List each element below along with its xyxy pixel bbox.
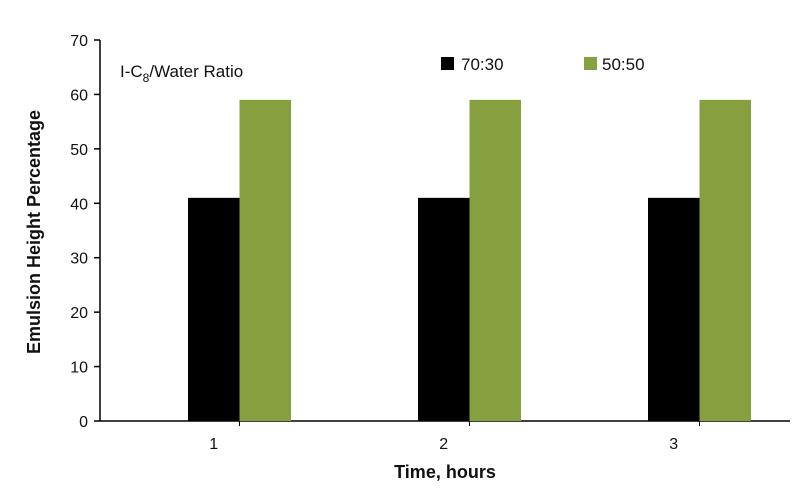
x-tick-label: 2 — [439, 436, 448, 453]
bar-70-30-3 — [648, 197, 700, 421]
legend-title: I-C8/Water Ratio — [120, 62, 243, 85]
bar-50-50-3 — [699, 99, 751, 421]
bar-70-30-2 — [418, 197, 470, 421]
legend-swatch-50-50 — [584, 57, 597, 70]
x-tick-label: 1 — [209, 436, 218, 453]
y-tick-label: 50 — [70, 142, 88, 159]
legend-swatch-70-30 — [441, 57, 454, 70]
x-axis-label: Time, hours — [394, 462, 496, 482]
y-tick-label: 60 — [70, 87, 88, 104]
x-tick-label: 3 — [669, 436, 678, 453]
legend-label-50-50: 50:50 — [602, 55, 645, 74]
legend-label-70-30: 70:30 — [461, 55, 504, 74]
y-tick-label: 10 — [70, 360, 88, 377]
y-tick-label: 20 — [70, 305, 88, 322]
y-tick-label: 70 — [70, 33, 88, 50]
y-axis-label: Emulsion Height Percentage — [24, 110, 44, 354]
bar-70-30-1 — [188, 197, 240, 421]
y-tick-label: 0 — [79, 414, 88, 431]
y-tick-label: 30 — [70, 251, 88, 268]
bar-50-50-1 — [239, 99, 291, 421]
y-tick-label: 40 — [70, 196, 88, 213]
bar-50-50-2 — [469, 99, 521, 421]
